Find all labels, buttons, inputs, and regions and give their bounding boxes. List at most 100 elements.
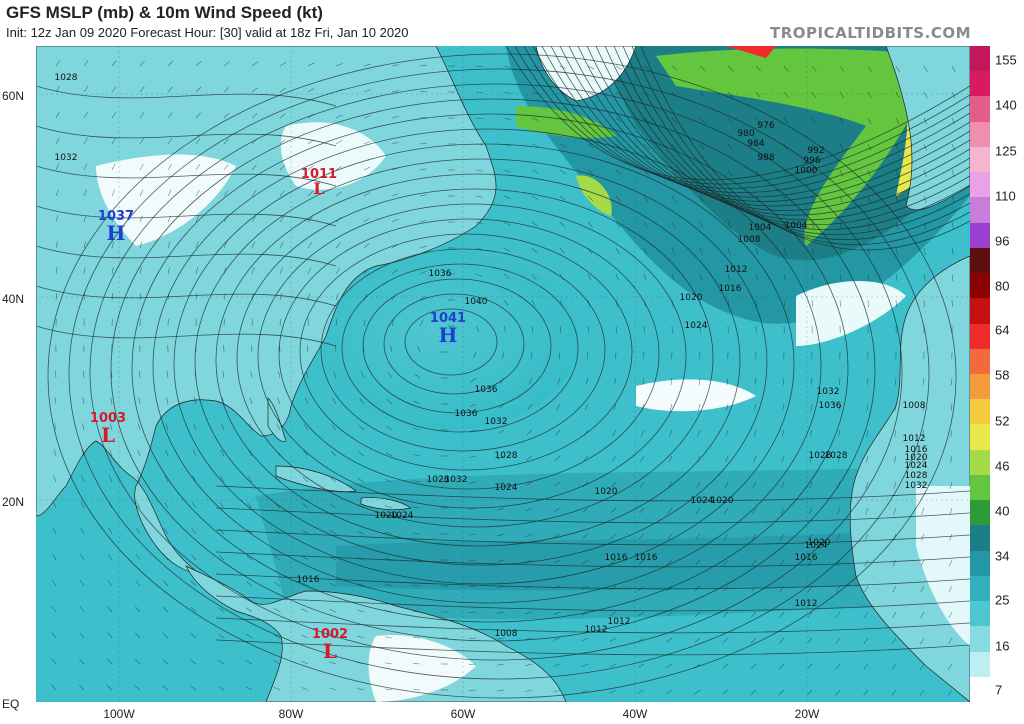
wind-barb xyxy=(385,479,393,483)
wind-barb xyxy=(723,585,729,592)
wind-barb xyxy=(363,268,369,275)
isobar-label: 1012 xyxy=(607,617,631,627)
storm-force-zone xyxy=(726,46,776,58)
wind-barb xyxy=(330,450,337,457)
wind-barb xyxy=(223,138,229,145)
wind-barb xyxy=(808,559,813,567)
wind-barb xyxy=(553,611,561,615)
isobar-label: 996 xyxy=(803,156,821,166)
wind-barb xyxy=(895,247,898,255)
isobar-line xyxy=(194,158,768,566)
wind-barb xyxy=(190,580,197,587)
wind-barb xyxy=(307,114,315,119)
wind-barb xyxy=(139,241,143,249)
isobar-contours xyxy=(36,46,970,699)
wind-barb xyxy=(52,579,57,587)
wind-barb xyxy=(781,455,785,463)
wind-barb xyxy=(475,299,482,305)
wind-barb xyxy=(667,481,673,489)
wind-barb xyxy=(386,399,393,405)
wind-barb xyxy=(163,528,169,535)
great-plains-calm xyxy=(96,154,236,246)
wind-barb xyxy=(895,143,900,151)
wind-barb xyxy=(333,371,337,379)
wind-barb xyxy=(391,218,399,223)
wind-barb xyxy=(190,685,197,691)
wind-barb xyxy=(503,325,506,333)
wind-barb xyxy=(363,293,368,301)
wind-barb xyxy=(55,60,61,67)
wind-barb xyxy=(727,117,733,124)
wind-barb xyxy=(111,86,117,93)
wind-barb xyxy=(497,455,505,460)
wind-barb xyxy=(391,90,399,93)
pressure-value: 1041 xyxy=(429,311,467,326)
wind-barb xyxy=(250,371,253,379)
colorbar-segment xyxy=(970,575,990,602)
wind-barb xyxy=(671,299,674,307)
low-pressure-center-colombia: 1002 L xyxy=(312,628,348,661)
wind-barb xyxy=(251,87,258,93)
wind-barb xyxy=(838,403,841,411)
wind-barb xyxy=(138,371,141,379)
wind-barb xyxy=(329,556,337,561)
isobar-line xyxy=(36,165,337,187)
wind-barb xyxy=(192,475,197,483)
isobar-label: 1016 xyxy=(296,575,320,585)
wind-barb xyxy=(839,117,844,125)
wind-barb xyxy=(554,481,561,487)
wind-barb xyxy=(643,91,650,97)
wind-barb xyxy=(668,455,673,463)
wind-barb xyxy=(78,684,85,691)
wind-barb xyxy=(218,633,225,639)
wind-barb xyxy=(587,299,591,307)
map-subtitle: Init: 12z Jan 09 2020 Forecast Hour: [30… xyxy=(6,25,409,40)
wind-barb xyxy=(559,65,567,69)
wind-barb xyxy=(307,62,315,67)
wind-barb xyxy=(475,195,483,198)
wind-barb xyxy=(923,143,927,151)
wind-barb xyxy=(391,269,398,275)
wind-barb xyxy=(390,345,393,353)
wind-barb xyxy=(893,481,897,489)
isobar-line xyxy=(215,507,970,524)
wind-barb xyxy=(559,299,563,307)
wind-barb xyxy=(727,221,731,229)
brand-watermark[interactable]: TROPICALTIDBITS.COM xyxy=(770,24,971,42)
wind-barb xyxy=(951,117,956,125)
wind-barb xyxy=(247,502,253,509)
wind-barb xyxy=(301,608,309,613)
colorbar-tick-label: 34 xyxy=(995,548,1010,564)
wind-barb xyxy=(391,167,399,171)
wind-barb xyxy=(223,293,226,301)
wind-barb xyxy=(329,582,337,587)
wind-barb xyxy=(835,637,841,644)
wind-barb xyxy=(277,397,281,405)
wind-barb xyxy=(615,143,622,149)
isobar-label: 1032 xyxy=(484,417,508,427)
wind-barb xyxy=(531,117,539,121)
wind-barb xyxy=(363,140,371,145)
colorbar-tick-label: 125 xyxy=(995,143,1017,159)
wind-barb xyxy=(867,273,870,281)
wind-barb xyxy=(304,397,309,405)
wind-barb xyxy=(669,429,673,437)
wind-barb xyxy=(195,138,201,145)
wind-barb xyxy=(135,606,141,613)
wind-barb xyxy=(920,559,925,567)
isobar-label: 1036 xyxy=(454,409,478,419)
wind-barb xyxy=(475,91,483,94)
wind-barb xyxy=(107,580,113,587)
wind-barb xyxy=(638,611,645,617)
wind-barb xyxy=(722,611,729,618)
wind-barb xyxy=(919,689,925,696)
isobar-label: 1032 xyxy=(54,153,78,163)
wind-barb xyxy=(531,143,539,148)
wind-barb xyxy=(609,637,617,642)
wind-barb xyxy=(357,530,365,535)
wind-barb xyxy=(923,117,928,125)
isobar-line xyxy=(68,68,930,680)
wind-barb xyxy=(167,293,170,301)
wind-barb xyxy=(895,273,898,281)
wind-barb xyxy=(167,163,172,171)
